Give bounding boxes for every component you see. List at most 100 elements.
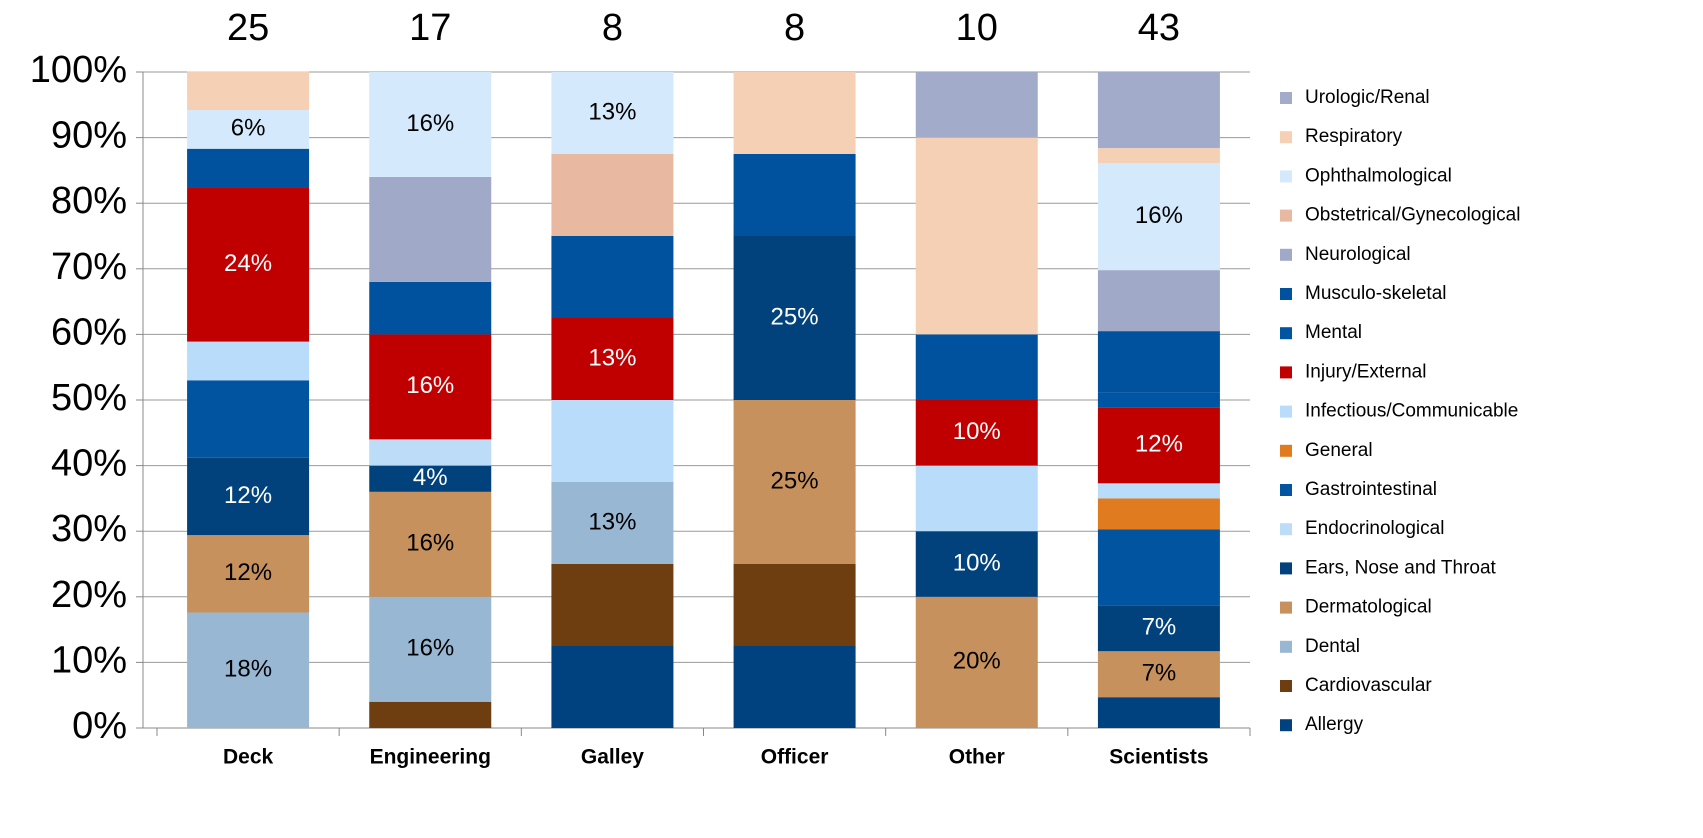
y-tick-label: 90%: [51, 115, 127, 157]
legend-swatch: [1280, 131, 1292, 144]
legend-label: Infectious/Communicable: [1305, 401, 1518, 422]
bar-segment: [551, 72, 674, 154]
legend-swatch: [1280, 248, 1292, 261]
x-tick-label: Officer: [761, 746, 829, 769]
bar-segment: [915, 334, 1038, 400]
legend-label: Ophthalmological: [1305, 165, 1452, 186]
legend-label: General: [1305, 440, 1373, 461]
legend-swatch: [1280, 405, 1292, 418]
category-count: 10: [956, 7, 998, 49]
bar-segment: [1097, 529, 1220, 606]
legend-swatch: [1280, 562, 1292, 575]
legend-label: Mental: [1305, 322, 1362, 343]
bar-segment: [1097, 392, 1220, 408]
bar-segment: [369, 281, 492, 335]
x-tick-label: Other: [949, 746, 1005, 769]
data-label: 25%: [771, 303, 819, 330]
y-tick-label: 20%: [51, 574, 127, 616]
bar-segment: [369, 701, 492, 728]
bar-segment: [1097, 148, 1220, 164]
bar-segment: [187, 148, 310, 188]
bar-segment: [915, 400, 1038, 466]
data-label: 20%: [953, 648, 1001, 675]
bar-segment: [551, 482, 674, 564]
data-label: 13%: [588, 508, 636, 535]
data-label: 7%: [1142, 660, 1177, 687]
y-tick-label: 60%: [51, 311, 127, 353]
y-tick-label: 10%: [51, 639, 127, 681]
legend-label: Allergy: [1305, 714, 1364, 735]
bar-segment: [187, 110, 310, 149]
bar-segment: [551, 236, 674, 318]
bar-segment: [187, 71, 310, 111]
legend-swatch: [1280, 288, 1292, 300]
bar-segment: [551, 564, 674, 646]
bar-segment: [187, 457, 310, 536]
bar-segment: [1097, 483, 1220, 499]
data-label: 25%: [771, 467, 819, 494]
bar-segment: [915, 137, 1038, 335]
bar-segment: [1097, 331, 1220, 393]
bar-segment: [915, 531, 1038, 597]
legend-swatch: [1280, 640, 1292, 653]
bar-segment: [1097, 72, 1220, 149]
bar-segment: [1097, 270, 1220, 332]
legend-swatch: [1280, 484, 1292, 496]
category-count: 8: [602, 7, 623, 49]
x-tick-label: Deck: [223, 746, 274, 769]
data-label: 12%: [224, 482, 272, 509]
legend-swatch: [1280, 680, 1292, 692]
legend-label: Gastrointestinal: [1305, 479, 1437, 500]
legend-swatch: [1280, 209, 1292, 222]
category-count: 25: [227, 7, 269, 49]
bar-segment: [1097, 651, 1220, 698]
category-count: 17: [409, 7, 451, 49]
bar-segment: [733, 72, 856, 154]
data-label: 16%: [406, 110, 454, 137]
y-tick-label: 100%: [30, 49, 127, 91]
data-label: 12%: [1135, 431, 1183, 458]
legend-swatch: [1280, 92, 1292, 104]
data-label: 16%: [1135, 202, 1183, 229]
bar-segment: [187, 535, 310, 613]
bar-segment: [369, 72, 492, 177]
data-label: 16%: [406, 635, 454, 662]
legend-swatch: [1280, 719, 1292, 732]
data-label: 7%: [1142, 614, 1177, 641]
data-label: 16%: [406, 530, 454, 557]
legend-label: Obstetrical/Gynecological: [1305, 205, 1520, 226]
category-count: 43: [1138, 7, 1180, 49]
bar-segment: [1097, 605, 1220, 652]
bar-segment: [369, 596, 492, 702]
bar-segment: [733, 236, 856, 400]
legend-swatch: [1280, 366, 1292, 379]
y-tick-label: 0%: [72, 705, 127, 747]
bar-segment: [369, 439, 492, 466]
legend-label: Endocrinological: [1305, 518, 1444, 539]
bar-segment: [369, 465, 492, 492]
data-label: 13%: [588, 98, 636, 125]
data-label: 13%: [588, 344, 636, 371]
bar-segment: [187, 187, 310, 342]
bar-segment: [369, 176, 492, 282]
x-tick-label: Galley: [581, 746, 644, 769]
bar-segment: [551, 154, 674, 236]
bar-segment: [915, 596, 1038, 728]
y-tick-label: 30%: [51, 508, 127, 550]
bar-segment: [1097, 498, 1220, 530]
legend-label: Dental: [1305, 636, 1360, 657]
x-tick-label: Engineering: [370, 746, 491, 769]
legend-label: Urologic/Renal: [1305, 87, 1430, 108]
x-tick-label: Scientists: [1109, 746, 1208, 769]
legend-label: Respiratory: [1305, 126, 1403, 147]
data-label: 18%: [224, 656, 272, 683]
data-label: 6%: [231, 115, 266, 142]
bar-segment: [733, 400, 856, 564]
bar-segment: [1097, 407, 1220, 484]
legend-label: Dermatological: [1305, 597, 1432, 618]
legend-swatch: [1280, 444, 1292, 457]
legend-label: Cardiovascular: [1305, 675, 1432, 696]
data-label: 10%: [953, 418, 1001, 445]
legend-swatch: [1280, 601, 1292, 614]
